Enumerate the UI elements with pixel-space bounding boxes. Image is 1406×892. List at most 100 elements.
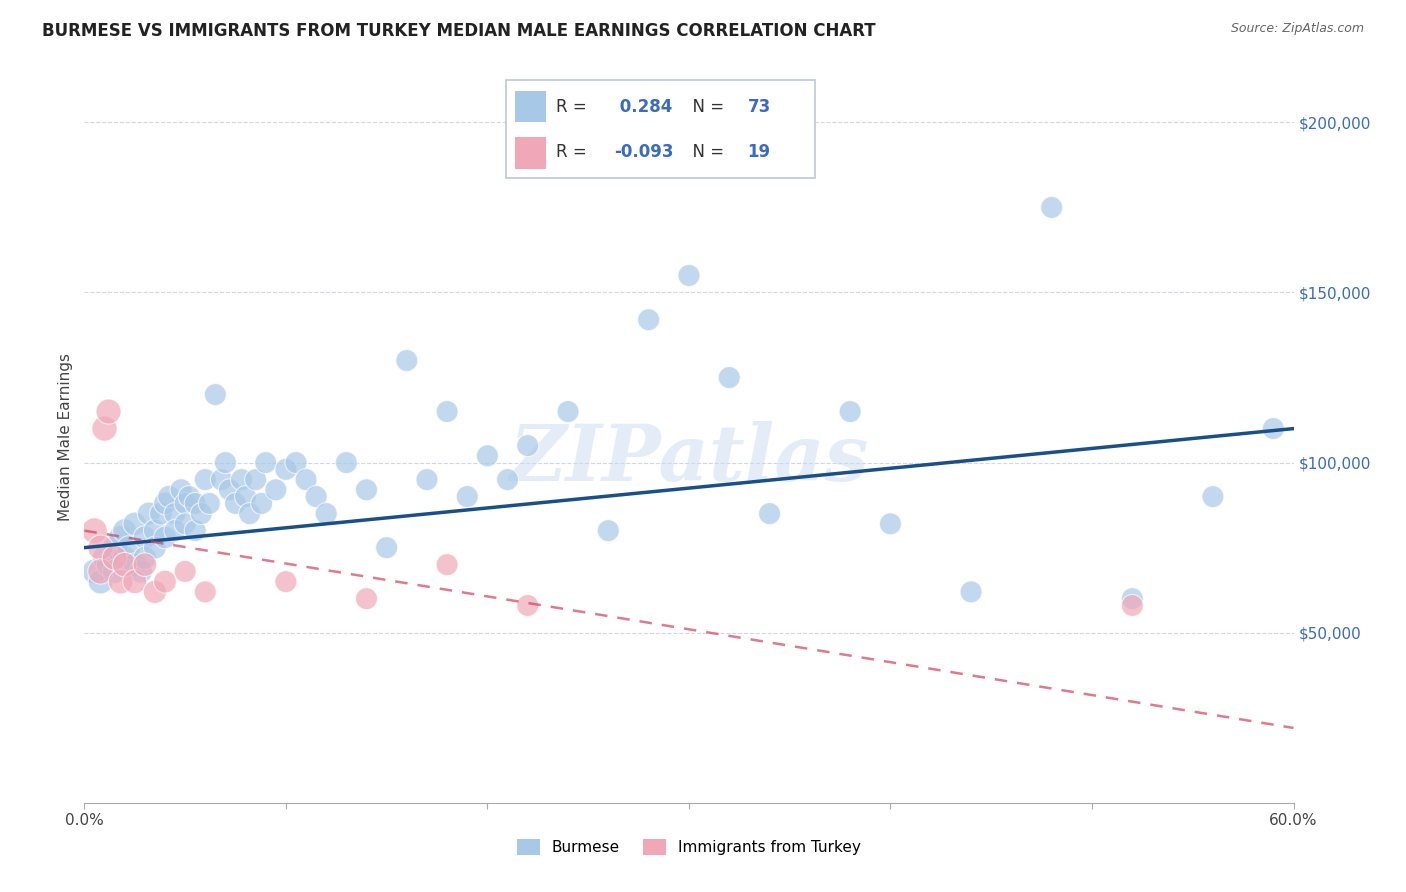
Text: N =: N =: [682, 98, 730, 116]
Point: [134, 558, 156, 572]
Point: [114, 558, 136, 572]
Point: [436, 404, 458, 418]
Point: [97, 404, 120, 418]
Point: [124, 558, 146, 572]
Point: [1263, 421, 1285, 435]
Y-axis label: Median Male Earnings: Median Male Earnings: [58, 353, 73, 521]
Point: [496, 473, 519, 487]
Point: [89, 541, 111, 555]
Point: [235, 490, 257, 504]
Point: [274, 574, 297, 589]
Point: [375, 541, 398, 555]
Point: [436, 558, 458, 572]
Bar: [516, 91, 547, 122]
Point: [149, 507, 172, 521]
Point: [124, 574, 146, 589]
Point: [198, 496, 221, 510]
Point: [83, 565, 105, 579]
Point: [143, 541, 166, 555]
Point: [153, 574, 176, 589]
Point: [225, 496, 247, 510]
Point: [110, 574, 132, 589]
Point: [174, 516, 197, 531]
Point: [315, 507, 337, 521]
Text: 0.284: 0.284: [614, 98, 673, 116]
Point: [143, 524, 166, 538]
Point: [637, 312, 659, 326]
Point: [110, 531, 132, 545]
Point: [174, 565, 197, 579]
Legend: Burmese, Immigrants from Turkey: Burmese, Immigrants from Turkey: [510, 833, 868, 861]
Point: [239, 507, 262, 521]
Point: [245, 473, 267, 487]
Point: [138, 507, 160, 521]
Point: [174, 496, 197, 510]
Point: [143, 585, 166, 599]
Text: ZIPatlas: ZIPatlas: [509, 421, 869, 497]
Point: [879, 516, 901, 531]
Point: [93, 421, 115, 435]
Point: [170, 483, 193, 497]
Point: [254, 456, 277, 470]
Point: [129, 565, 152, 579]
Point: [134, 531, 156, 545]
Point: [416, 473, 439, 487]
Point: [179, 490, 201, 504]
Bar: [516, 137, 547, 169]
Point: [250, 496, 273, 510]
Point: [209, 473, 232, 487]
Point: [295, 473, 318, 487]
Point: [214, 456, 236, 470]
Point: [89, 574, 111, 589]
Point: [758, 507, 780, 521]
Text: Source: ZipAtlas.com: Source: ZipAtlas.com: [1230, 22, 1364, 36]
Point: [231, 473, 253, 487]
Point: [104, 565, 127, 579]
Point: [557, 404, 579, 418]
Point: [104, 541, 127, 555]
Point: [114, 550, 136, 565]
Point: [194, 585, 217, 599]
Point: [305, 490, 328, 504]
Point: [356, 591, 378, 606]
Point: [285, 456, 308, 470]
Point: [184, 496, 207, 510]
Point: [190, 507, 212, 521]
Point: [118, 541, 141, 555]
Point: [516, 439, 538, 453]
Point: [598, 524, 620, 538]
Point: [1040, 201, 1063, 215]
Point: [264, 483, 287, 497]
Point: [165, 507, 187, 521]
FancyBboxPatch shape: [506, 80, 815, 178]
Point: [395, 353, 418, 368]
Point: [204, 387, 226, 401]
Point: [1121, 591, 1143, 606]
Text: R =: R =: [555, 143, 592, 161]
Point: [274, 462, 297, 476]
Point: [218, 483, 240, 497]
Point: [184, 524, 207, 538]
Point: [93, 550, 115, 565]
Text: 19: 19: [748, 143, 770, 161]
Text: N =: N =: [682, 143, 730, 161]
Point: [153, 531, 176, 545]
Point: [678, 268, 700, 283]
Point: [83, 524, 105, 538]
Point: [134, 550, 156, 565]
Point: [97, 558, 120, 572]
Text: 73: 73: [748, 98, 770, 116]
Point: [157, 490, 180, 504]
Point: [960, 585, 983, 599]
Point: [477, 449, 499, 463]
Point: [335, 456, 357, 470]
Text: -0.093: -0.093: [614, 143, 673, 161]
Point: [104, 550, 127, 565]
Point: [356, 483, 378, 497]
Point: [194, 473, 217, 487]
Point: [153, 496, 176, 510]
Point: [516, 599, 538, 613]
Text: R =: R =: [555, 98, 592, 116]
Point: [1121, 599, 1143, 613]
Point: [114, 524, 136, 538]
